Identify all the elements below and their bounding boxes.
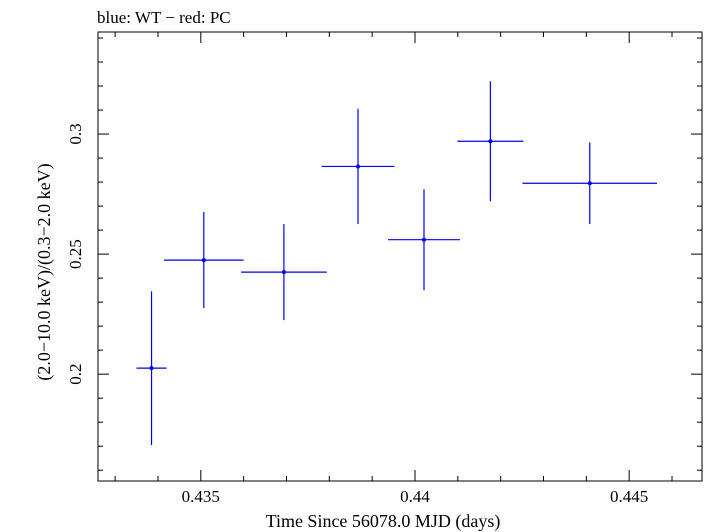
data-point — [149, 366, 154, 371]
x-tick-label: 0.445 — [610, 487, 648, 506]
data-point — [356, 164, 361, 169]
axes — [97, 31, 703, 482]
data-point — [281, 270, 286, 275]
plot-frame — [97, 31, 703, 482]
x-tick-label: 0.435 — [182, 487, 220, 506]
x-axis-label: Time Since 56078.0 MJD (days) — [266, 511, 501, 532]
y-axis-label: (2.0−10.0 keV)/(0.3−2.0 keV) — [34, 163, 55, 380]
x-tick-label: 0.44 — [400, 487, 430, 506]
data-point — [421, 237, 426, 242]
chart-title: blue: WT − red: PC — [97, 8, 231, 27]
tick-marks — [98, 32, 702, 481]
y-tick-label: 0.2 — [66, 364, 85, 385]
data-point — [201, 258, 206, 263]
y-tick-label: 0.25 — [66, 239, 85, 269]
data-series — [136, 81, 658, 445]
data-point — [488, 139, 493, 144]
y-tick-label: 0.3 — [66, 123, 85, 144]
data-point — [587, 181, 592, 186]
tick-labels: 0.435 0.44 0.445 0.2 0.25 0.3 — [66, 123, 648, 506]
